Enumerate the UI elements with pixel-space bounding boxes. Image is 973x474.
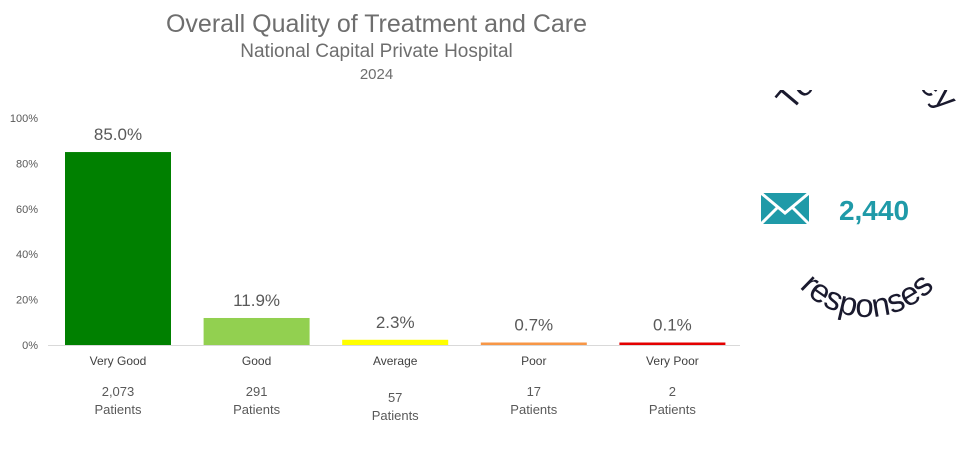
x-tick-label: Average [373, 354, 418, 368]
y-tick-label: 100% [10, 113, 38, 125]
y-tick-label: 60% [16, 204, 38, 216]
badge-top-text: Total survey [768, 90, 965, 117]
data-label: 11.9% [233, 291, 280, 310]
patient-count-unit: Patients [649, 402, 696, 417]
patient-count: 2 [669, 384, 676, 399]
patient-count-unit: Patients [95, 402, 142, 417]
x-tick-label: Very Good [90, 354, 147, 368]
envelope-icon [759, 191, 811, 226]
patient-count-unit: Patients [372, 408, 419, 423]
badge-value: 2,440 [839, 195, 909, 226]
y-tick-label: 40% [16, 249, 38, 261]
y-tick-label: 0% [22, 340, 38, 352]
patient-count: 17 [527, 384, 541, 399]
bar [342, 339, 449, 345]
chart-title: Overall Quality of Treatment and Care [165, 10, 588, 38]
data-label: 85.0% [94, 125, 142, 144]
bar [65, 152, 171, 345]
x-tick-label: Poor [521, 354, 546, 368]
chart-year: 2024 [359, 66, 394, 83]
patient-count-unit: Patients [233, 402, 280, 417]
x-tick-label: Very Poor [646, 354, 699, 368]
data-label: 0.7% [514, 316, 553, 335]
x-tick-label: Good [242, 354, 271, 368]
patient-count-unit: Patients [510, 402, 557, 417]
bar [480, 342, 587, 345]
chart-subtitle: National Capital Private Hospital [240, 41, 513, 62]
survey-responses-badge: Total survey responses 2,440 [759, 90, 966, 320]
y-tick-label: 20% [16, 295, 38, 307]
data-label: 2.3% [376, 313, 415, 332]
bar [619, 342, 726, 345]
patient-count: 291 [246, 384, 268, 399]
y-tick-label: 80% [16, 158, 38, 170]
patient-count: 57 [388, 390, 402, 405]
bar-chart: 0% 20% 40% 60% 80% 100% 85.0% Very Good 2,073 Pat… [10, 113, 740, 423]
chart-title-block: Overall Quality of Treatment and Care Na… [0, 8, 753, 86]
data-label: 0.1% [653, 316, 692, 335]
patient-count: 2,073 [102, 384, 135, 399]
badge-bottom-text: responses [794, 265, 940, 320]
bar [203, 317, 310, 345]
